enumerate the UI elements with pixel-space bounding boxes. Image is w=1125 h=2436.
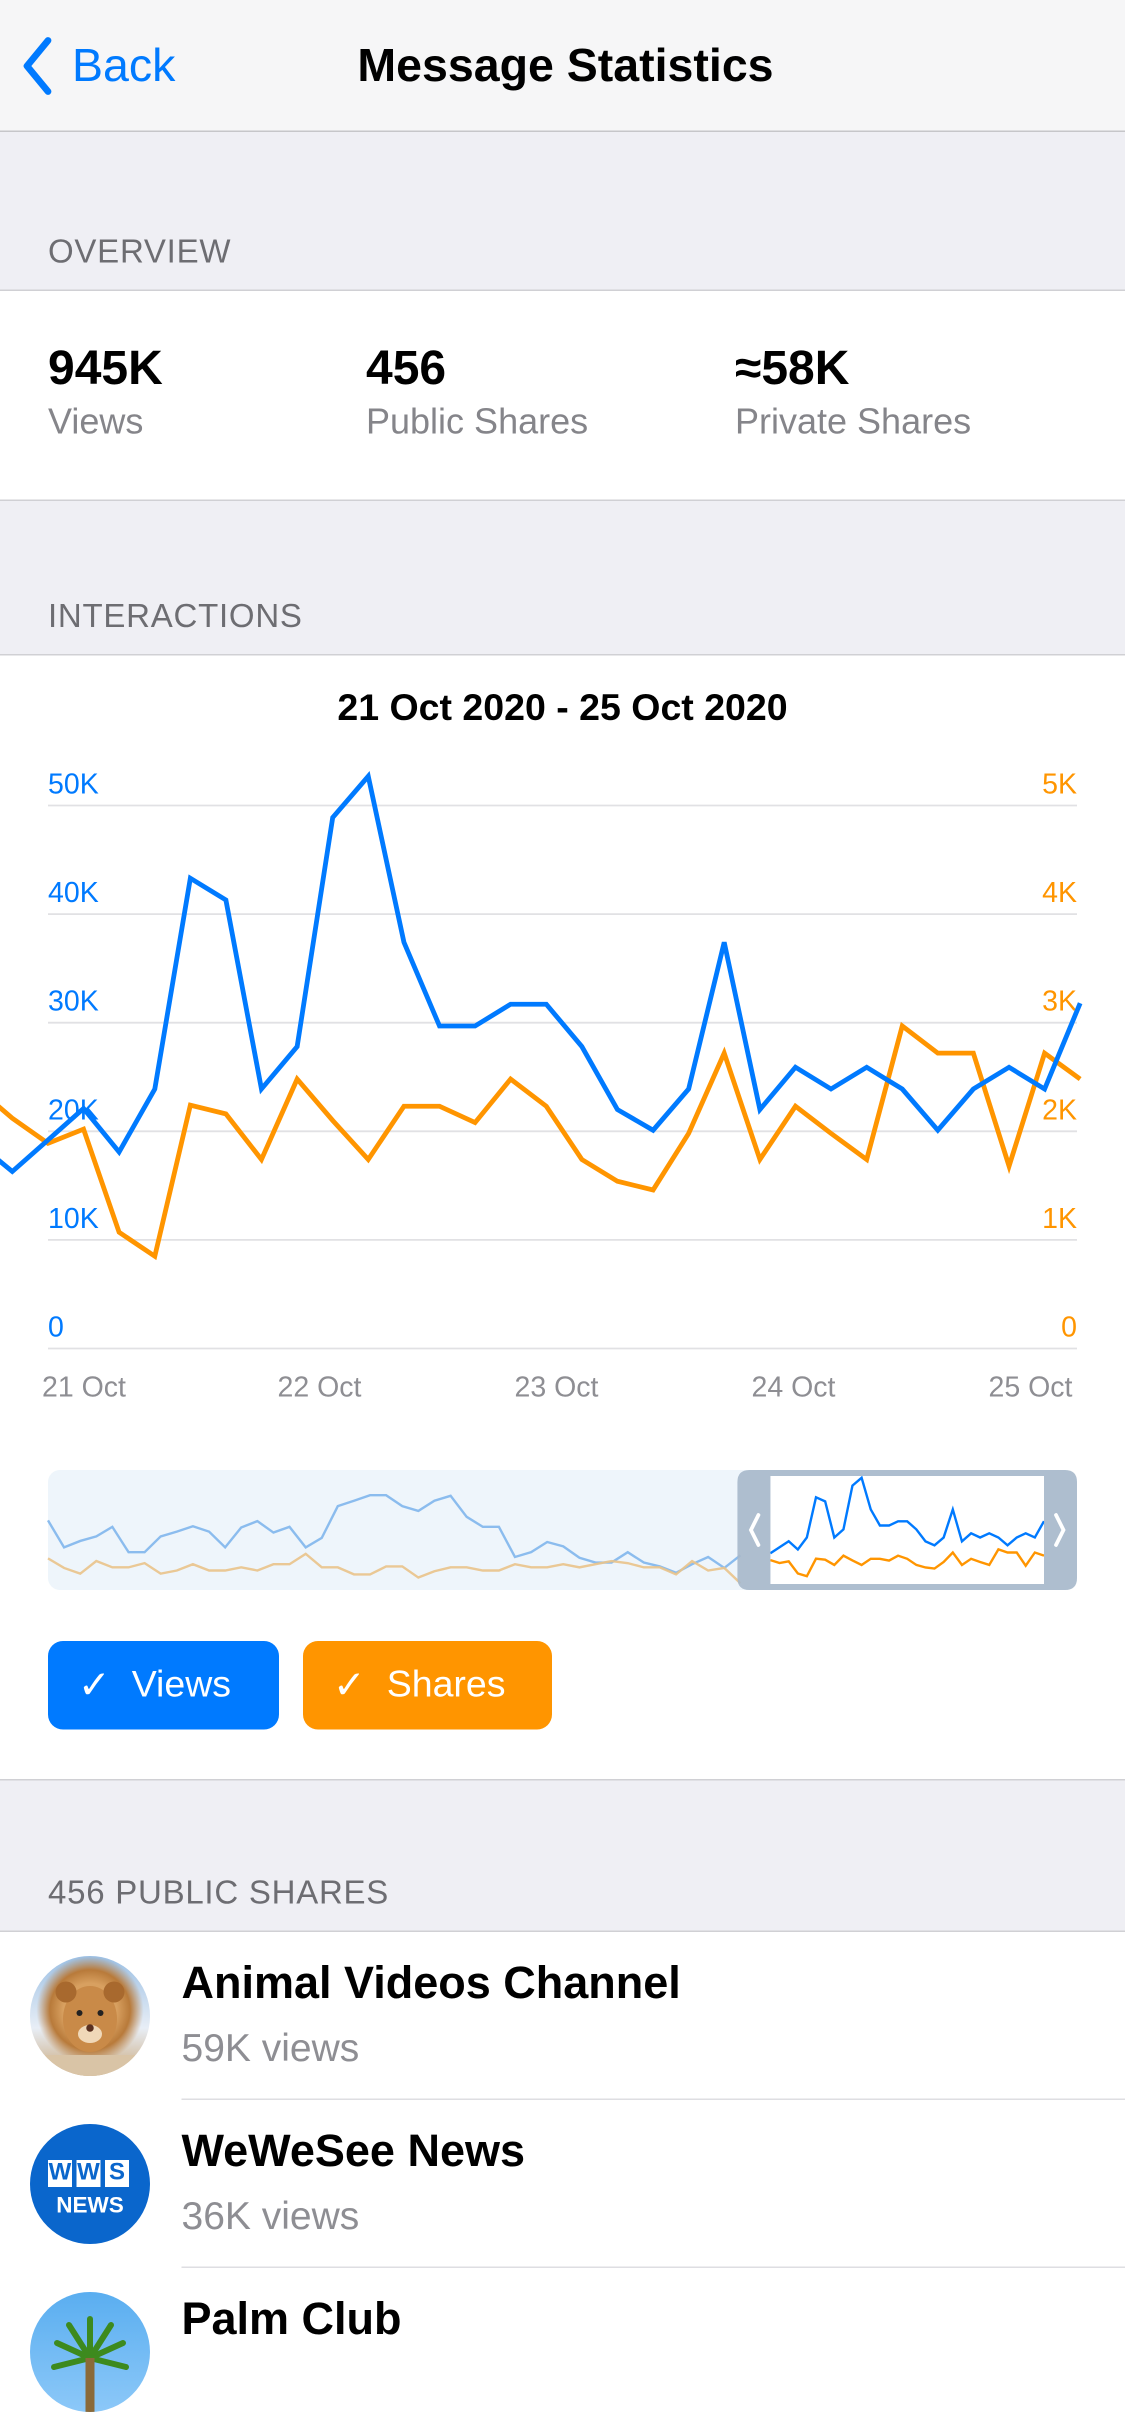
channel-name: Animal Videos Channel	[182, 1959, 681, 2010]
stat-value: ≈58K	[735, 339, 971, 396]
stat-views: 945K Views	[48, 339, 163, 444]
x-tick-label: 23 Oct	[515, 1372, 599, 1404]
lion-cub-icon	[30, 1956, 150, 2076]
stat-label: Public Shares	[366, 402, 588, 444]
overview-section-header: OVERVIEW	[0, 132, 1125, 291]
y-right-tick-label: 5K	[1042, 769, 1077, 801]
overview-header: OVERVIEW	[48, 233, 231, 272]
back-button[interactable]: Back	[21, 33, 175, 99]
checkmark-icon: ✓	[78, 1662, 111, 1709]
y-right-tick-label: 4K	[1042, 877, 1077, 909]
channel-name: Palm Club	[182, 2295, 402, 2346]
y-left-tick-label: 30K	[48, 986, 99, 1018]
public-shares-section-header: 456 PUBLIC SHARES	[0, 1779, 1125, 1932]
list-item[interactable]: Animal Videos Channel 59K views	[0, 1932, 1125, 2100]
channel-views: 59K views	[182, 2025, 360, 2072]
toggle-shares-button[interactable]: ✓ Shares	[303, 1641, 552, 1730]
series-line-views	[0, 776, 1080, 1171]
logo-letter: W	[48, 2160, 72, 2187]
chart-range-selector[interactable]	[0, 1463, 1125, 1601]
toggle-label: Views	[132, 1664, 231, 1708]
y-right-tick-label: 3K	[1042, 986, 1077, 1018]
x-tick-label: 24 Oct	[752, 1372, 836, 1404]
y-right-tick-label: 2K	[1042, 1094, 1077, 1126]
channel-name: WeWeSee News	[182, 2127, 526, 2178]
interactions-header: INTERACTIONS	[48, 597, 303, 636]
list-item[interactable]: W W S NEWS WeWeSee News 36K views	[0, 2100, 1125, 2268]
list-item[interactable]: Palm Club	[0, 2268, 1125, 2436]
y-left-tick-label: 10K	[48, 1203, 99, 1235]
stat-private-shares: ≈58K Private Shares	[735, 339, 971, 444]
chevron-left-icon	[21, 36, 54, 96]
avatar	[30, 1956, 150, 2076]
palm-tree-icon	[30, 2292, 150, 2412]
public-shares-header: 456 PUBLIC SHARES	[48, 1874, 389, 1913]
x-tick-label: 21 Oct	[42, 1372, 126, 1404]
chart-date-range: 21 Oct 2020 - 25 Oct 2020	[0, 687, 1125, 731]
y-left-tick-label: 40K	[48, 877, 99, 909]
y-left-tick-label: 0	[48, 1312, 64, 1344]
stat-value: 456	[366, 339, 588, 396]
interactions-section-header: INTERACTIONS	[0, 500, 1125, 656]
checkmark-icon: ✓	[333, 1662, 366, 1709]
x-tick-label: 22 Oct	[278, 1372, 362, 1404]
stat-public-shares: 456 Public Shares	[366, 339, 588, 444]
y-right-tick-label: 0	[1061, 1312, 1077, 1344]
y-right-tick-label: 1K	[1042, 1203, 1077, 1235]
toggle-label: Shares	[387, 1664, 506, 1708]
logo-letter: W	[77, 2160, 101, 2187]
wws-logo: W W S	[48, 2160, 129, 2187]
avatar	[30, 2292, 150, 2412]
stat-label: Private Shares	[735, 402, 971, 444]
stat-label: Views	[48, 402, 163, 444]
avatar: W W S NEWS	[30, 2124, 150, 2244]
y-left-tick-label: 50K	[48, 769, 99, 801]
back-label: Back	[72, 39, 175, 93]
logo-news-text: NEWS	[30, 2193, 150, 2219]
channel-views: 36K views	[182, 2193, 360, 2240]
navigation-bar: Message Statistics Back	[0, 0, 1125, 132]
logo-letter: S	[105, 2160, 129, 2187]
x-tick-label: 25 Oct	[989, 1372, 1073, 1404]
stat-value: 945K	[48, 339, 163, 396]
toggle-views-button[interactable]: ✓ Views	[48, 1641, 279, 1730]
